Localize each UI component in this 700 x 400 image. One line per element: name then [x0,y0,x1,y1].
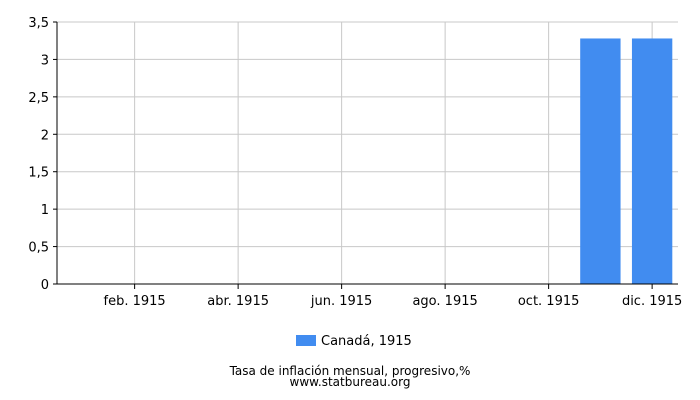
x-tick-label: oct. 1915 [518,294,580,309]
x-axis-ticks: feb. 1915 abr. 1915 jun. 1915 ago. 1915 oct.… [104,294,683,309]
y-tick-label: 2 [41,128,49,143]
y-tick-label: 2,5 [28,91,49,106]
y-tick-label: 0 [41,278,49,293]
legend-swatch [296,335,316,346]
y-tick-label: 1,5 [28,166,49,181]
y-tick-label: 1 [41,203,49,218]
x-tick-label: feb. 1915 [104,294,166,309]
y-tick-label: 0,5 [28,241,49,256]
x-tick-label: abr. 1915 [207,294,269,309]
chart-subtitle: www.statbureau.org [290,375,411,389]
bar [580,38,621,285]
y-axis-ticks: 0 0,5 1 1,5 2 2,5 3 3,5 [28,16,49,293]
x-tick-label: dic. 1915 [622,294,682,309]
legend: Canadá, 1915 [296,334,412,349]
x-tick-label: jun. 1915 [310,294,372,309]
chart-title: Tasa de inflación mensual, progresivo,% [229,364,471,378]
axes [53,21,678,289]
x-tick-label: ago. 1915 [412,294,477,309]
bars [580,38,673,285]
y-tick-label: 3,5 [28,16,49,31]
legend-label: Canadá, 1915 [321,334,412,349]
y-tick-label: 3 [41,53,49,68]
bar [631,38,673,285]
